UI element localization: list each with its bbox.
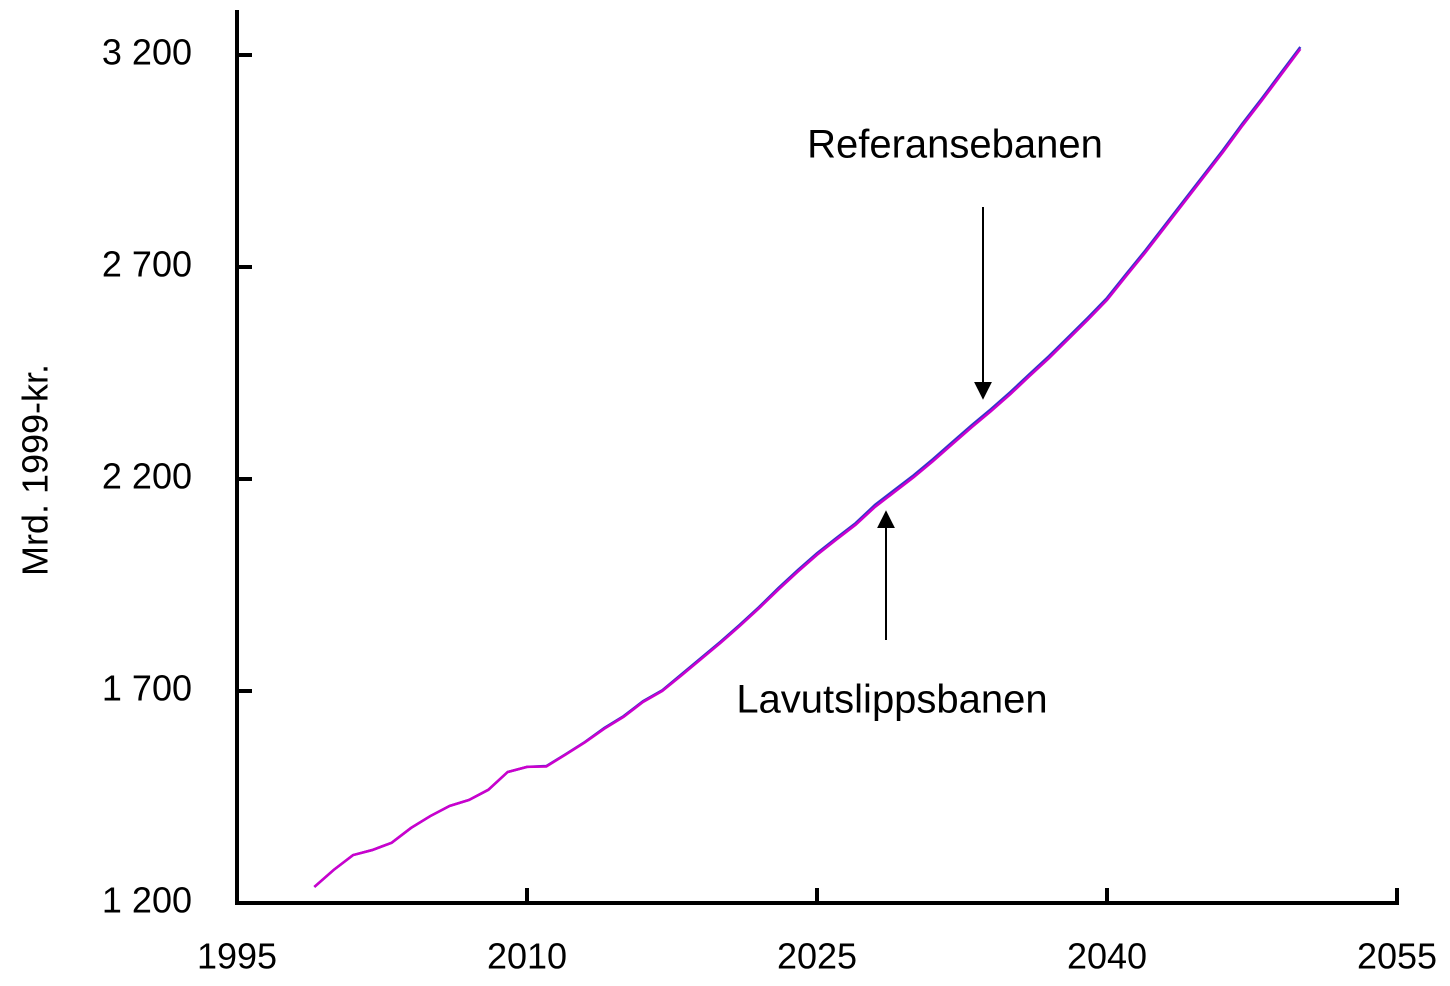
x-tick-label: 2040 [1067, 936, 1147, 977]
x-tick-label: 2055 [1357, 936, 1437, 977]
annotation: Referansebanen [807, 123, 1103, 167]
y-tick-label: 1 700 [102, 668, 192, 709]
series-line [313, 48, 1302, 888]
annotation: Lavutslippsbanen [736, 678, 1047, 722]
y-tick-label: 1 200 [102, 880, 192, 921]
x-tick-label: 2010 [487, 936, 567, 977]
y-axis-label: Mrd. 1999-kr. [15, 364, 56, 576]
y-tick-label: 2 700 [102, 244, 192, 285]
x-tick-label: 2025 [777, 936, 857, 977]
y-tick-label: 2 200 [102, 456, 192, 497]
y-tick-label: 3 200 [102, 32, 192, 73]
x-tick-label: 1995 [197, 936, 277, 977]
series-line [313, 46, 1302, 888]
